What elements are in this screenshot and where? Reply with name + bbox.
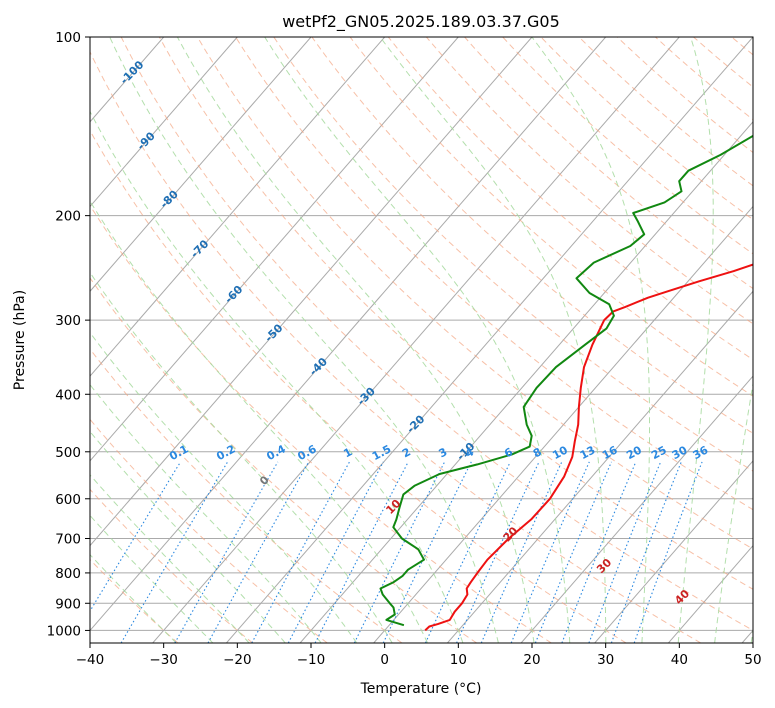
x-tick-label: −10 — [297, 652, 326, 668]
moist-adiabat-line — [90, 383, 322, 643]
moist-adiabat-line — [90, 430, 286, 643]
isotherm-line — [152, 37, 680, 643]
mixing-ratio-label: 36 — [691, 443, 711, 462]
x-tick-label: 40 — [671, 652, 688, 668]
y-tick-label: 700 — [55, 532, 81, 548]
x-axis-label: Temperature (°C) — [360, 681, 482, 697]
x-tick-label: 10 — [450, 652, 467, 668]
mixing-ratio-line — [510, 461, 590, 643]
isotherm-line — [447, 290, 753, 643]
isotherm-line — [373, 205, 753, 643]
isotherm-line — [594, 460, 753, 643]
isotherm-line — [90, 37, 238, 208]
mixing-ratio-label: 13 — [578, 443, 598, 462]
y-tick-label: 200 — [55, 209, 81, 225]
mixing-ratio-line — [561, 461, 637, 643]
dewpoint-profile-line — [379, 134, 753, 627]
dry-adiabat-line — [464, 37, 753, 290]
dry-adiabat-line — [387, 37, 753, 361]
dry-adiabat-line — [235, 37, 753, 511]
mixing-ratio-line — [610, 461, 682, 643]
dry-adiabat-line — [311, 37, 753, 434]
isotherm-line — [90, 37, 459, 462]
dry-adiabat-line — [349, 37, 753, 397]
y-tick-label: 500 — [55, 445, 81, 461]
mixing-ratio-label: 20 — [624, 443, 644, 462]
background-lines — [90, 37, 753, 643]
x-tick-label: 50 — [744, 652, 761, 668]
moist-adiabat-line — [90, 331, 358, 643]
mixing-ratio-line — [207, 461, 310, 643]
mixing-ratio-line — [90, 461, 182, 613]
mixing-ratio-line — [534, 461, 613, 643]
mixing-ratio-line — [480, 461, 563, 643]
moist-adiabat-line — [531, 37, 650, 643]
x-tick-label: −30 — [149, 652, 178, 668]
isotherm-line — [226, 37, 753, 643]
isotherm-line — [90, 37, 533, 547]
mixing-ratio-line — [120, 461, 229, 643]
moist-adiabat-line — [90, 474, 250, 643]
y-tick-label: 1000 — [47, 623, 81, 639]
isotherm-line — [520, 375, 753, 643]
isotherm-line — [90, 37, 607, 632]
mixing-ratio-label: 16 — [600, 443, 620, 462]
y-tick-label: 600 — [55, 492, 81, 508]
isotherm-line — [90, 37, 386, 377]
mixing-ratio-label: 25 — [649, 443, 669, 462]
mixing-ratio-line — [588, 461, 662, 643]
isotherm-line — [90, 37, 312, 293]
axes: −40 −30 −20 −10 0 10 20 30 40 50 1000 900 800 700 600 5… — [47, 30, 762, 668]
x-tick-label: 0 — [380, 652, 389, 668]
dry-adiabat-line — [90, 204, 552, 643]
y-tick-label: 800 — [55, 566, 81, 582]
temperature-profile-line — [424, 263, 753, 632]
mixing-ratio-line — [456, 461, 540, 643]
moist-adiabat-line — [264, 37, 571, 643]
mixing-ratio-line — [174, 461, 279, 643]
moist-adiabat-line — [109, 37, 499, 643]
dry-adiabat-line — [158, 37, 753, 590]
plot-frame — [89, 36, 754, 644]
moist-adiabat-line — [714, 380, 753, 643]
chart-title: wetPf2_GN05.2025.189.03.37.G05 — [282, 12, 560, 32]
dry-adiabat-line — [90, 50, 702, 643]
mixing-ratio-label: 10 — [550, 443, 570, 462]
mixing-ratio-line — [353, 461, 446, 643]
dry-adiabat-line — [502, 37, 753, 255]
y-tick-label: 400 — [55, 387, 81, 403]
y-tick-label: 300 — [55, 313, 81, 329]
mixing-ratio-line — [382, 461, 472, 643]
y-tick-label: 100 — [55, 30, 81, 46]
dry-adiabat-line — [120, 37, 753, 631]
data-series — [379, 134, 753, 632]
dry-adiabat-line — [90, 488, 253, 643]
x-tick-label: 20 — [523, 652, 540, 668]
moist-adiabat-line — [90, 200, 428, 643]
y-axis-label: Pressure (hPa) — [12, 290, 28, 390]
moist-adiabat-line — [677, 37, 714, 643]
moist-adiabat-line — [90, 110, 464, 643]
dry-adiabat-line — [90, 129, 627, 643]
x-tick-label: −40 — [76, 652, 105, 668]
x-tick-label: 30 — [597, 652, 614, 668]
mixing-ratio-line — [633, 461, 703, 643]
dry-adiabat-line — [90, 348, 403, 643]
dry-adiabat-line — [273, 37, 753, 472]
x-tick-label: −20 — [223, 652, 252, 668]
y-tick-label: 900 — [55, 596, 81, 612]
mixing-ratio-line — [424, 461, 511, 643]
moist-adiabat-line — [176, 37, 535, 643]
mixing-ratio-label: 30 — [670, 443, 690, 462]
